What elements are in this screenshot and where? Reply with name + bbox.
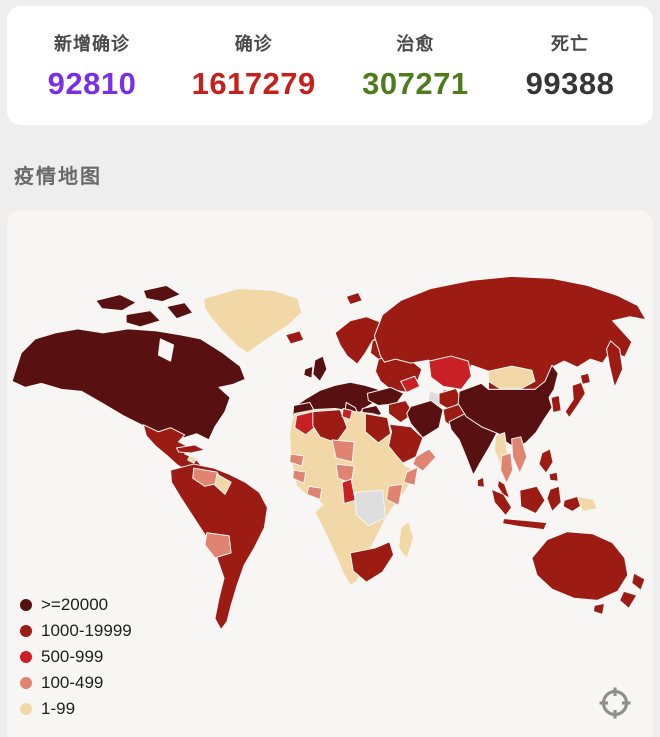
region-niger (331, 439, 355, 463)
region-hokkaido (579, 372, 591, 385)
region-tasmania (592, 602, 606, 615)
legend-label: 500-999 (41, 647, 104, 666)
legend-label: 1-99 (41, 699, 76, 718)
region-uk (312, 355, 328, 382)
region-ivory-coast-ghana (306, 485, 323, 500)
stat-label: 死亡 (550, 33, 589, 54)
legend-label: 1000-19999 (41, 621, 132, 640)
region-iceland (285, 330, 305, 345)
legend-dot (20, 651, 32, 663)
region-iran (406, 399, 444, 439)
region-greenland (203, 287, 303, 354)
legend-item: 1000-19999 (20, 621, 132, 641)
region-iraq-syria (388, 399, 415, 424)
region-ireland (303, 365, 314, 379)
region-honduras (187, 455, 198, 464)
stat-value: 92810 (47, 65, 137, 101)
region-mongolia (487, 365, 536, 389)
region-java (502, 518, 548, 531)
legend-item: 100-499 (20, 673, 132, 693)
region-korea (550, 394, 562, 414)
region-arctic-islands (142, 284, 182, 303)
region-japan (564, 381, 586, 419)
region-papua-new-guinea (576, 495, 598, 513)
stat-label: 新增确诊 (54, 33, 130, 54)
region-sri-lanka (476, 476, 485, 488)
stat-cured: 治愈 307271 (360, 30, 470, 102)
region-philippines (538, 448, 554, 474)
stat-value: 1617279 (191, 65, 316, 101)
region-guinea (292, 469, 307, 484)
region-north-america (11, 328, 246, 441)
legend-item: 1-99 (20, 699, 132, 719)
stat-new-confirmed: 新增确诊 92810 (37, 30, 147, 102)
legend-item: 500-999 (20, 647, 132, 667)
region-arctic-islands (125, 310, 161, 328)
legend-item: >=20000 (20, 595, 132, 615)
region-madagascar (398, 521, 415, 560)
region-cuba-caribbean (176, 444, 206, 454)
legend-label: >=20000 (41, 595, 109, 614)
region-australia (531, 531, 629, 601)
region-kazakhstan (428, 355, 472, 390)
region-caucasus (400, 375, 421, 393)
region-philippines-south (548, 471, 559, 482)
stat-label: 确诊 (234, 33, 273, 54)
stat-label: 治愈 (396, 33, 435, 54)
region-senegal (289, 453, 305, 467)
legend-dot (20, 625, 32, 637)
legend-dot (20, 677, 32, 689)
stat-confirmed: 确诊 1617279 (192, 30, 316, 102)
legend-dot (20, 599, 32, 611)
region-arctic-islands (165, 302, 194, 320)
region-arctic-islands (95, 293, 137, 312)
legend-dot (20, 703, 32, 715)
region-tunisia (341, 408, 353, 421)
region-new-zealand-south (619, 590, 638, 609)
region-somalia (403, 466, 419, 486)
region-kenya (386, 483, 404, 506)
locate-button[interactable] (593, 681, 637, 725)
region-south-africa (349, 541, 395, 583)
region-borneo (519, 485, 546, 515)
stats-card: 新增确诊 92810 确诊 1617279 治愈 307271 死亡 99388 (7, 6, 653, 125)
region-dr-congo (354, 489, 387, 527)
stat-value: 307271 (362, 65, 469, 101)
region-hudson-bay (157, 338, 175, 362)
region-sulawesi (546, 485, 562, 513)
stat-value: 99388 (525, 65, 615, 101)
region-vietnam-laos (511, 436, 528, 474)
region-kamchatka (606, 340, 624, 388)
region-sumatra (490, 488, 513, 517)
region-china (457, 364, 559, 449)
region-morocco (294, 411, 319, 436)
stat-deaths: 死亡 99388 (515, 30, 625, 102)
legend-label: 100-499 (41, 673, 104, 692)
region-yemen-oman (412, 448, 437, 472)
world-choropleth-map[interactable] (7, 240, 653, 674)
region-bolivia-paraguay (204, 532, 232, 559)
region-guyana (214, 473, 232, 495)
region-malay-peninsula (497, 479, 511, 499)
section-title: 疫情地图 (14, 166, 102, 188)
map-card: >=20000 1000-19999 500-999 100-499 1-99 (7, 210, 653, 737)
crosshair-icon (599, 687, 631, 719)
region-thailand (500, 452, 514, 484)
region-egypt (364, 413, 392, 444)
region-svalbard (345, 291, 363, 306)
region-new-zealand-north (631, 572, 646, 591)
map-legend: >=20000 1000-19999 500-999 100-499 1-99 (20, 595, 132, 719)
